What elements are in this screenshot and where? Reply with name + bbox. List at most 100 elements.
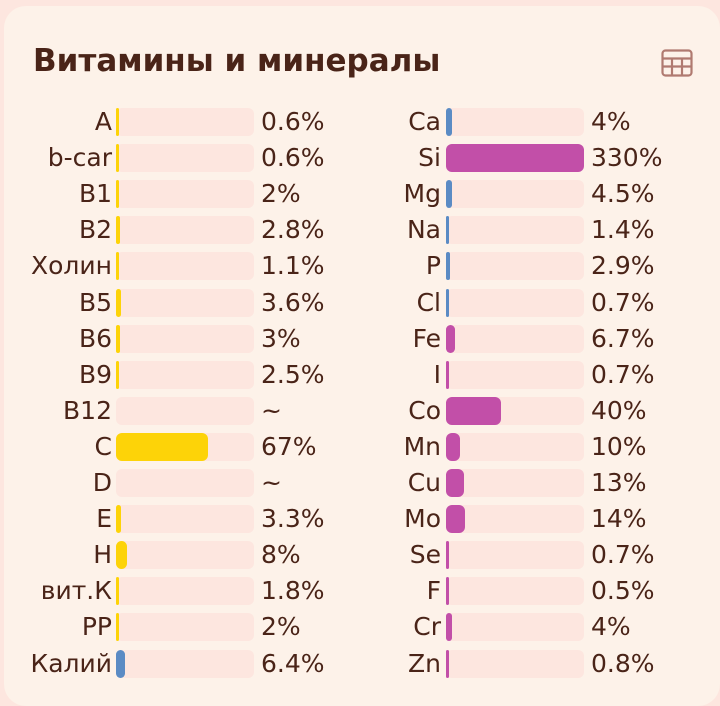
- mineral-percent: 4%: [591, 612, 631, 642]
- vitamin-bar-track: [116, 577, 254, 606]
- mineral-row: Mn 10%: [0, 429, 647, 465]
- mineral-percent: 1.4%: [591, 215, 655, 245]
- mineral-name: Mo: [404, 504, 441, 534]
- mineral-bar-track: [446, 108, 584, 136]
- vitamin-bar-track: [116, 360, 254, 389]
- vitamin-row: B9 2.5%: [0, 357, 400, 393]
- vitamin-percent: 3.3%: [261, 504, 325, 534]
- mineral-percent: 2.9%: [591, 251, 655, 281]
- vitamin-name: B1: [78, 179, 112, 209]
- mineral-percent: 13%: [591, 468, 647, 497]
- mineral-row: Cr 4%: [0, 609, 631, 645]
- mineral-bar-track: [446, 360, 584, 389]
- mineral-bar-fill: [446, 216, 449, 245]
- vitamin-bar-fill: [116, 541, 128, 570]
- vitamin-percent: 3.6%: [261, 287, 325, 317]
- vitamin-row: Калий 6.4%: [0, 646, 400, 682]
- mineral-row: Se 0.7%: [0, 537, 655, 573]
- vitamin-name: Калий: [30, 648, 112, 678]
- mineral-row: Co 40%: [0, 393, 647, 429]
- mineral-row: Na 1.4%: [0, 212, 655, 248]
- vitamin-bar-fill: [116, 505, 121, 534]
- mineral-name: Fe: [412, 323, 441, 353]
- mineral-name: Ca: [408, 107, 441, 136]
- vitamin-percent: 3%: [261, 323, 301, 353]
- vitamin-percent: 1.8%: [261, 576, 325, 606]
- mineral-bar-track: [446, 541, 584, 570]
- mineral-name: Mg: [403, 179, 441, 209]
- mineral-bar-fill: [446, 469, 464, 497]
- mineral-bar-fill: [446, 396, 502, 425]
- mineral-bar-track: [446, 577, 584, 606]
- mineral-bar-track: [446, 252, 584, 281]
- mineral-name: Cr: [413, 612, 441, 642]
- vitamin-bar-fill: [116, 180, 119, 209]
- vitamin-percent: 2%: [261, 179, 301, 209]
- vitamin-percent: 0.6%: [261, 107, 325, 136]
- mineral-percent: 0.5%: [591, 576, 655, 606]
- mineral-name: I: [433, 359, 441, 389]
- mineral-percent: 0.7%: [591, 540, 655, 570]
- vitamin-row: C 67%: [0, 429, 400, 465]
- vitamin-percent: ~: [261, 395, 282, 425]
- mineral-bar-fill: [446, 613, 452, 642]
- vitamin-row: вит.К 1.8%: [0, 573, 400, 609]
- vitamin-percent: 6.4%: [261, 648, 325, 678]
- mineral-percent: 14%: [591, 504, 647, 534]
- vitamin-bar-track: [116, 324, 254, 353]
- vitamin-name: E: [96, 504, 112, 534]
- vitamin-bar-track: [116, 216, 254, 245]
- vitamin-bar-track: [116, 252, 254, 281]
- vitamin-bar-fill: [116, 324, 121, 353]
- vitamin-name: B5: [78, 287, 112, 317]
- mineral-name: Mn: [403, 431, 441, 461]
- mineral-row: Ca 4%: [0, 104, 631, 140]
- vitamin-name: B12: [63, 395, 112, 425]
- mineral-name: Cl: [416, 287, 441, 317]
- vitamin-row: E 3.3%: [0, 501, 400, 537]
- mineral-name: Co: [408, 395, 441, 425]
- mineral-percent: 0.7%: [591, 359, 655, 389]
- mineral-bar-fill: [446, 180, 453, 209]
- mineral-bar-track: [446, 324, 584, 353]
- mineral-row: Zn 0.8%: [0, 646, 655, 682]
- mineral-name: Na: [406, 215, 441, 245]
- vitamin-percent: 67%: [261, 431, 317, 461]
- mineral-bar-fill: [446, 649, 449, 678]
- vitamin-row: B5 3.6%: [0, 285, 400, 321]
- mineral-bar-fill: [446, 541, 449, 570]
- vitamin-name: b-car: [47, 143, 112, 173]
- vitamin-percent: 2.5%: [261, 359, 325, 389]
- vitamin-bar-track: [116, 108, 254, 136]
- mineral-bar-track: [446, 180, 584, 209]
- mineral-bar-track: [446, 505, 584, 534]
- vitamin-percent: ~: [261, 468, 282, 497]
- mineral-name: Cu: [407, 468, 441, 497]
- mineral-bar-fill: [446, 577, 449, 606]
- mineral-row: Fe 6.7%: [0, 321, 655, 357]
- mineral-bar-fill: [446, 360, 449, 389]
- vitamin-bar-fill: [116, 288, 121, 317]
- vitamin-row: B12 ~: [0, 393, 400, 429]
- vitamin-row: b-car 0.6%: [0, 140, 400, 176]
- vitamin-name: Холин: [31, 251, 112, 281]
- vitamin-row: D ~: [0, 465, 400, 501]
- mineral-name: Se: [409, 540, 441, 570]
- vitamin-row: B1 2%: [0, 176, 400, 212]
- vitamin-row: H 8%: [0, 537, 400, 573]
- mineral-name: F: [426, 576, 441, 606]
- vitamin-name: B2: [78, 215, 112, 245]
- mineral-row: F 0.5%: [0, 573, 655, 609]
- mineral-row: Mg 4.5%: [0, 176, 655, 212]
- mineral-bar-track: [446, 613, 584, 642]
- mineral-percent: 10%: [591, 431, 647, 461]
- mineral-row: P 2.9%: [0, 248, 655, 284]
- vitamin-bar-fill: [116, 577, 119, 606]
- mineral-name: Si: [418, 143, 441, 173]
- table-view-button[interactable]: [660, 46, 694, 80]
- vitamin-percent: 1.1%: [261, 251, 325, 281]
- mineral-row: Cu 13%: [0, 465, 647, 501]
- vitamin-bar-track: [116, 541, 254, 570]
- mineral-row: Si 330%: [0, 140, 662, 176]
- mineral-row: I 0.7%: [0, 357, 655, 393]
